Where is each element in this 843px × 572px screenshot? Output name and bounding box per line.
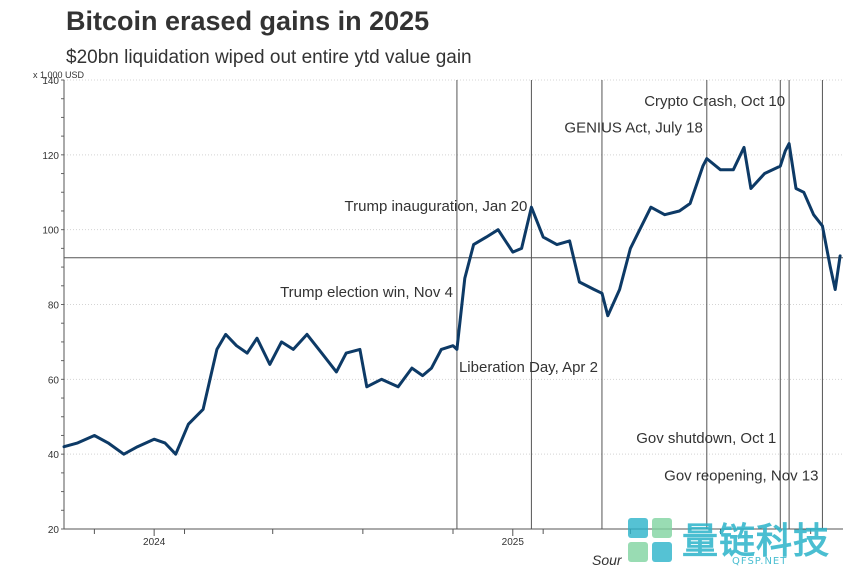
event-label: Gov shutdown, Oct 1 [636,430,776,447]
event-label: Trump inauguration, Jan 20 [345,198,528,215]
price-line [62,142,842,456]
y-tick-label: 140 [42,76,59,87]
y-tick-label: 20 [48,525,60,536]
watermark-text: 量链科技 [682,521,831,562]
source-label: Sour [592,552,622,568]
y-tick-label: 120 [42,151,59,162]
chart-title: Bitcoin erased gains in 2025 [66,6,430,36]
x-tick-label: 2024 [143,537,166,548]
event-label: GENIUS Act, July 18 [564,119,702,136]
event-label: Crypto Crash, Oct 10 [644,93,785,110]
y-tick-label: 60 [48,375,60,386]
event-label: Trump election win, Nov 4 [280,284,453,301]
x-tick-label: 2025 [502,537,525,548]
y-unit-label: x 1,000 USD [33,70,85,80]
y-tick-label: 100 [42,226,59,237]
watermark-logo: 量链科技 QFSP.NET [622,508,843,572]
event-label: Gov reopening, Nov 13 [664,467,818,484]
chart-subtitle: $20bn liquidation wiped out entire ytd v… [66,47,472,68]
watermark-icon [628,518,672,562]
watermark-subtext: QFSP.NET [732,556,788,567]
y-tick-label: 80 [48,301,60,312]
y-tick-label: 40 [48,450,60,461]
event-label: Liberation Day, Apr 2 [459,359,598,376]
